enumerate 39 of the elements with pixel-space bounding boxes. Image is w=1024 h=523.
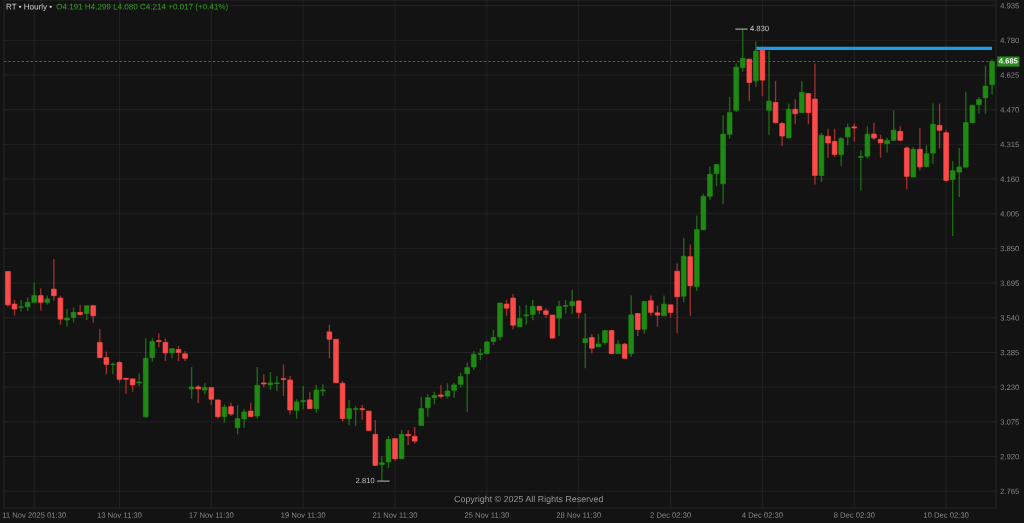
candlestick bbox=[576, 299, 582, 320]
candlestick bbox=[57, 294, 64, 326]
chart-title: RT • Hourly • bbox=[6, 3, 52, 12]
candlestick bbox=[51, 258, 57, 302]
candlestick bbox=[156, 332, 162, 349]
candlestick bbox=[188, 366, 195, 400]
candlestick bbox=[64, 308, 70, 328]
candlestick bbox=[589, 333, 595, 355]
candlestick bbox=[162, 337, 169, 362]
candlestick bbox=[976, 96, 982, 115]
candlestick bbox=[221, 403, 228, 424]
chart-subtitle: O4.191 H4.299 L4.080 C4.214 +0.017 (+0.41%) bbox=[56, 3, 228, 12]
annotation: Copyright © 2025 All Rights Reserved bbox=[454, 495, 603, 504]
candlestick bbox=[838, 136, 844, 167]
candlestick bbox=[438, 384, 444, 400]
candlestick bbox=[516, 305, 523, 328]
candlestick bbox=[982, 65, 989, 115]
candlestick bbox=[772, 80, 779, 125]
candlestick bbox=[779, 121, 785, 147]
candlestick bbox=[38, 287, 44, 312]
candlestick bbox=[582, 312, 588, 370]
candlestick bbox=[195, 384, 201, 404]
candlestick bbox=[77, 304, 83, 317]
candlestick bbox=[936, 102, 943, 150]
candlestick bbox=[418, 396, 424, 427]
candlestick bbox=[799, 80, 805, 114]
candlestick bbox=[608, 329, 615, 355]
candlestick bbox=[661, 294, 667, 317]
candlestick bbox=[845, 122, 851, 146]
candlestick bbox=[917, 127, 923, 171]
candlestick bbox=[405, 429, 411, 446]
candlestick bbox=[635, 312, 641, 337]
candlestick bbox=[877, 134, 884, 159]
candlestick bbox=[149, 337, 155, 363]
candlestick bbox=[110, 361, 116, 375]
candlestick bbox=[392, 437, 398, 462]
candlestick bbox=[746, 58, 753, 102]
candlestick bbox=[261, 373, 267, 389]
candlestick bbox=[792, 98, 798, 125]
